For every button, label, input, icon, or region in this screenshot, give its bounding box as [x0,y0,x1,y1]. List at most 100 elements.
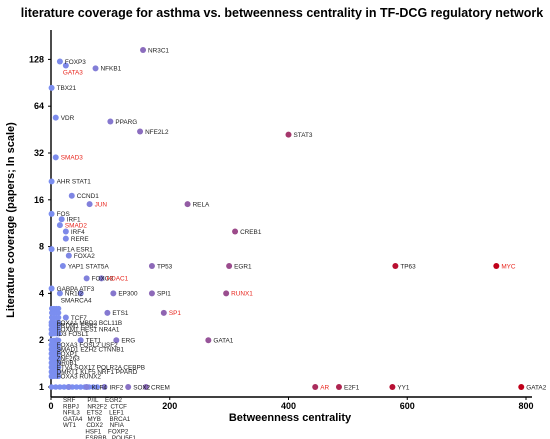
axes: 1 2 4 8 16 32 64 128 0 200 400 600 800 [29,30,534,411]
data-point [518,384,525,390]
y-tick-label: 2 [39,335,44,345]
data-point [48,373,55,380]
baseline-label-row: GATA4 MYB BRCA1 [63,416,131,423]
cluster-point [56,314,62,321]
data-point [48,330,55,337]
chart-title: literature coverage for asthma vs. betwe… [21,6,543,20]
point-label: TCF7 [71,315,87,322]
point-label: GATA2 [526,384,546,391]
point-label: ZNF263 [57,356,81,363]
baseline-label-row: SRF P/IL EGR2 [63,397,122,404]
data-point [48,341,55,348]
point-label: AR [320,384,329,391]
data-point [148,263,155,270]
data-point [113,337,120,344]
point-label: SPI1 [157,291,171,298]
data-point [92,65,99,72]
point-label: FOXA3 RUNX2 [57,374,102,381]
point-label: PPARG [115,119,137,126]
data-point [48,178,55,185]
cluster-point [56,326,62,332]
point-label: MYC [501,263,516,270]
cluster-point [56,319,62,326]
point-label: NR3C1 [148,47,169,54]
point-label: SMAD3 [61,155,83,162]
y-tick-label: 1 [39,382,44,392]
point-label: IRF2 [109,384,123,391]
point-label: IRF1 [67,217,81,224]
data-points [48,47,525,390]
point-label: YY1 [397,384,410,391]
point-label: FOXO3 [92,276,114,283]
data-point [77,337,84,344]
point-label: STAT3 [294,132,313,139]
point-label: SMARCA4 [61,297,92,304]
y-tick-label: 16 [34,195,44,205]
baseline-cluster-point [57,384,63,390]
point-label: RELA [193,201,210,208]
data-point [62,228,69,235]
point-label: FOXA2 [74,253,95,260]
data-point [107,118,114,125]
x-tick-label: 200 [162,401,177,411]
data-point [205,337,212,344]
data-point [86,201,93,208]
point-label: SMAD1 EZH2 CTNNB1 [57,347,125,354]
cluster-point [56,360,62,366]
data-point [56,290,63,297]
point-label: GATA3 [63,69,83,76]
point-label: FOXA1 MBD2 BCL11B [57,320,123,327]
point-label: ETS1 [112,310,128,317]
point-label: HDAC1 [106,276,128,283]
data-point [137,128,144,135]
point-label: FOXM1 HES1 NR4A1 [57,327,120,334]
point-label: FOS [57,211,70,218]
data-point [77,290,84,297]
data-point [285,131,292,138]
point-label: RERE [71,236,89,243]
data-point [493,263,500,270]
data-point [101,384,108,390]
point-label: PRDM1 ESR2 [57,322,98,329]
data-point [56,222,63,229]
data-point [148,290,155,297]
x-tick-label: 600 [400,401,415,411]
point-label: SP1 [169,310,182,317]
data-point [160,309,167,316]
point-label: AHR STAT1 [57,179,92,186]
point-label: FOXA3 FOSL2 USF2 [57,342,119,349]
x-axis-label: Betweenness centrality [229,412,352,424]
baseline-cluster-point [61,384,67,390]
data-point [312,384,319,390]
data-point [48,355,55,362]
point-label: CCND1 [77,193,99,200]
data-point [83,384,90,390]
data-point [58,216,65,223]
point-label: HIF1A ESR1 [57,246,94,253]
data-point [48,84,55,91]
data-point [104,309,111,316]
point-label: NR0B1 [57,360,78,367]
baseline-cluster-point [48,384,55,390]
baseline-cluster-point [52,384,59,390]
y-tick-label: 32 [34,148,44,158]
y-tick-label: 8 [39,242,44,252]
data-point [65,252,72,259]
data-point [110,290,117,297]
cluster-point [56,369,62,375]
cluster-point [56,342,62,348]
baseline-label-row: HSF1 FOXP2 [63,429,129,436]
cluster-point [56,364,62,370]
data-point [223,290,230,297]
point-label: EGR1 [234,263,252,270]
data-point [56,58,63,65]
point-label: NR1I2 [65,291,84,298]
baseline-cluster-point [73,384,80,390]
data-point [59,263,66,270]
y-tick-label: 128 [29,54,44,64]
data-point [65,384,72,390]
data-point [62,235,69,242]
point-label: CREM [151,384,170,391]
baseline-cluster-point [94,384,101,390]
